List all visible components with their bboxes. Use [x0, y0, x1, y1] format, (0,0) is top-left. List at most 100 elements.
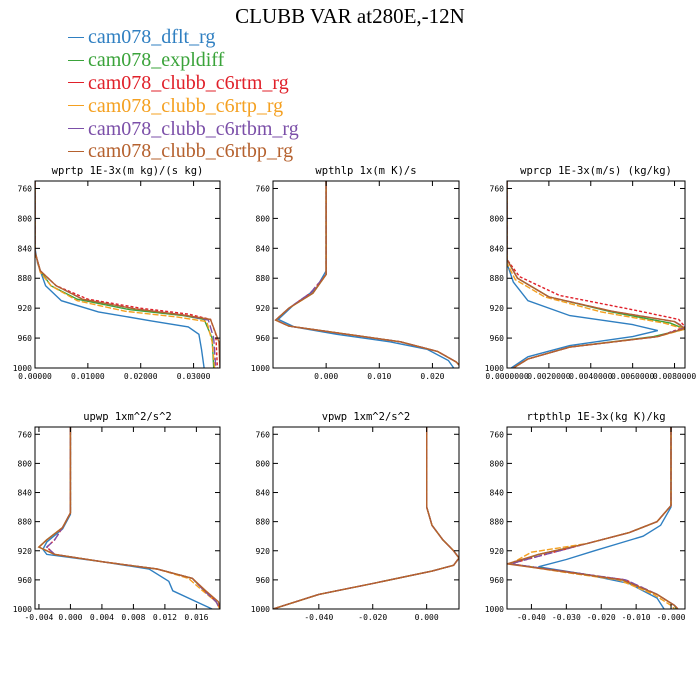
series-line [273, 427, 459, 609]
panel-frame [272, 426, 460, 610]
series-line [273, 427, 459, 609]
panel: wpthlp 1x(m K)/s 760 800 840 880 920 960 1000 0.… [251, 165, 460, 381]
legend-label: cam078_clubb_c6rtbp_rg [88, 140, 294, 163]
x-tick-label: 0.01000 [71, 372, 105, 381]
y-tick-label: 1000 [485, 364, 504, 373]
series-line [45, 427, 220, 609]
legend-label: cam078_clubb_c6rtp_rg [88, 94, 284, 117]
series-line [35, 181, 217, 368]
y-tick-label: 1000 [485, 605, 504, 614]
x-tick-label: 0.0080000 [653, 372, 697, 381]
x-tick-label: 0.000 [58, 613, 82, 622]
x-tick-label: 0.004 [90, 613, 114, 622]
y-tick-label: 800 [256, 214, 271, 223]
x-tick-label: -0.020 [358, 613, 387, 622]
x-tick-label: -0.004 [24, 613, 53, 622]
y-tick-label: 800 [256, 459, 271, 468]
legend-label: cam078_clubb_c6rtm_rg [88, 71, 289, 94]
legend-swatch [68, 105, 84, 107]
y-tick-label: 920 [18, 304, 33, 313]
legend-swatch [68, 150, 84, 152]
legend-item: cam078_clubb_c6rtp_rg [68, 94, 299, 117]
legend-item: cam078_expldiff [68, 49, 299, 72]
panel-title: rtpthlp 1E-3x(kg K)/kg [526, 411, 665, 423]
series-line [37, 427, 220, 609]
series-line [35, 181, 216, 368]
panel-title: wpthlp 1x(m K)/s [315, 165, 416, 177]
y-tick-label: 800 [18, 459, 33, 468]
legend-item: cam078_clubb_c6rtm_rg [68, 72, 299, 95]
y-tick-label: 960 [256, 576, 271, 585]
x-tick-label: -0.040 [304, 613, 333, 622]
series-line [273, 427, 459, 609]
y-tick-label: 800 [490, 214, 505, 223]
series-line [45, 427, 220, 609]
y-tick-label: 760 [256, 430, 271, 439]
series-line [273, 427, 459, 609]
y-tick-label: 760 [490, 184, 505, 193]
series-line [273, 427, 459, 609]
x-tick-label: 0.000 [415, 613, 439, 622]
x-tick-label: 0.0040000 [569, 372, 613, 381]
legend-swatch [68, 59, 84, 61]
series-line [35, 181, 219, 368]
series-line [35, 181, 220, 368]
series-line [35, 181, 205, 368]
x-tick-label: -0.000 [657, 613, 686, 622]
y-tick-label: 1000 [251, 364, 270, 373]
panel-title: wprtp 1E-3x(m kg)/(s kg) [52, 165, 204, 177]
series-line [507, 181, 685, 368]
y-tick-label: 840 [256, 244, 271, 253]
panel-title: wprcp 1E-3x(m/s) (kg/kg) [520, 165, 672, 177]
x-tick-label: 0.000 [314, 372, 338, 381]
series-line [274, 181, 459, 367]
legend-label: cam078_clubb_c6rtbm_rg [88, 117, 299, 140]
x-tick-label: -0.020 [587, 613, 616, 622]
x-tick-label: 0.012 [153, 613, 177, 622]
series-line [274, 181, 459, 367]
x-tick-label: 0.00000 [18, 372, 52, 381]
y-tick-label: 880 [18, 518, 33, 527]
x-tick-label: 0.0020000 [527, 372, 571, 381]
x-tick-label: 0.02000 [124, 372, 158, 381]
panel-title: upwp 1xm^2/s^2 [83, 411, 172, 423]
y-tick-label: 800 [490, 459, 505, 468]
y-tick-label: 960 [490, 576, 505, 585]
y-tick-label: 880 [18, 274, 33, 283]
panel-frame [506, 426, 686, 610]
x-tick-label: -0.030 [552, 613, 581, 622]
y-tick-label: 960 [18, 576, 33, 585]
y-tick-label: 1000 [13, 605, 32, 614]
series-line [510, 427, 679, 609]
panel-title: vpwp 1xm^2/s^2 [322, 411, 411, 423]
y-tick-label: 760 [18, 430, 33, 439]
panel: upwp 1xm^2/s^2 760 800 840 880 920 960 1000-0.0… [13, 411, 221, 622]
panel-frame [272, 180, 460, 369]
series-line [507, 181, 685, 368]
series-line [274, 181, 459, 367]
panel: rtpthlp 1E-3x(kg K)/kg 760 800 840 880 920 960… [485, 411, 686, 622]
series-line [507, 181, 685, 368]
x-tick-label: 0.0060000 [611, 372, 655, 381]
series-line [273, 427, 459, 609]
y-tick-label: 920 [490, 547, 505, 556]
y-tick-label: 880 [490, 518, 505, 527]
figure-title: CLUBB VAR at280E,-12N [235, 4, 465, 28]
series-line [507, 181, 685, 368]
x-tick-label: 0.020 [420, 372, 444, 381]
legend-label: cam078_expldiff [88, 49, 225, 72]
y-tick-label: 880 [256, 274, 271, 283]
series-line [274, 181, 459, 367]
y-tick-label: 760 [490, 430, 505, 439]
x-tick-label: -0.040 [517, 613, 546, 622]
y-tick-label: 880 [490, 274, 505, 283]
y-tick-label: 920 [256, 304, 271, 313]
series-line [274, 181, 459, 367]
panel: vpwp 1xm^2/s^2 760 800 840 880 920 960 1000 -0.0… [251, 411, 460, 622]
panel: wprcp 1E-3x(m/s) (kg/kg) 760 800 840 880 920 9… [485, 165, 697, 381]
legend: cam078_dflt_rg cam078_expldiff cam078_cl… [68, 26, 299, 163]
y-tick-label: 960 [490, 334, 505, 343]
series-line [507, 181, 658, 368]
y-tick-label: 920 [18, 547, 33, 556]
y-tick-label: 760 [256, 184, 271, 193]
